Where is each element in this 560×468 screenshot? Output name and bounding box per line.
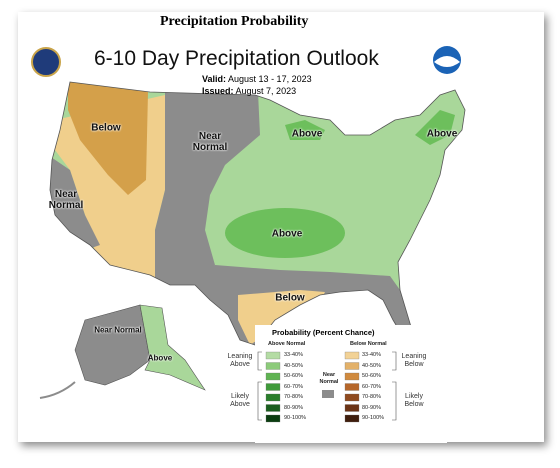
legend-swatch bbox=[265, 351, 281, 360]
legend-bin-label: 50-60% bbox=[284, 373, 303, 379]
region-label: Near Normal bbox=[192, 131, 228, 153]
legend-near-label: Near Normal bbox=[319, 372, 339, 385]
doc-logo bbox=[31, 47, 61, 77]
legend-group-label: Leaning Below bbox=[401, 353, 427, 368]
region-label: Near Normal bbox=[94, 325, 142, 335]
legend-swatch bbox=[344, 383, 360, 391]
legend-swatch bbox=[344, 393, 360, 402]
legend-swatch bbox=[265, 383, 281, 391]
legend-swatch bbox=[265, 362, 281, 370]
legend-heading: Above Normal bbox=[268, 341, 306, 347]
legend-bin-label: 50-60% bbox=[362, 373, 381, 379]
issued-line: Issued: August 7, 2023 bbox=[202, 86, 296, 96]
legend-group-label: Likely Above bbox=[230, 393, 250, 408]
legend-bin-label: 40-50% bbox=[284, 362, 303, 369]
region-label: Above bbox=[147, 353, 173, 363]
legend-swatch bbox=[344, 404, 360, 412]
legend-swatch bbox=[265, 414, 281, 423]
legend-swatch bbox=[344, 351, 360, 360]
page-title: Precipitation Probability bbox=[160, 14, 309, 29]
issued-label: Issued: bbox=[202, 86, 234, 96]
valid-dates: August 13 - 17, 2023 bbox=[228, 74, 312, 84]
legend-title: Probability (Percent Chance) bbox=[272, 328, 375, 337]
legend-swatch bbox=[344, 362, 360, 370]
legend-swatch bbox=[265, 372, 281, 381]
alaska-near bbox=[74, 304, 151, 386]
alaska-above bbox=[139, 304, 206, 391]
legend-bin-label: 40-50% bbox=[362, 362, 381, 369]
legend-bin-label: 80-90% bbox=[284, 404, 303, 411]
region-label: Above bbox=[426, 128, 458, 140]
legend-group-label: Likely Below bbox=[404, 393, 424, 408]
region-label: Above bbox=[271, 228, 303, 240]
legend-swatch bbox=[344, 372, 360, 381]
map-title: 6-10 Day Precipitation Outlook bbox=[94, 47, 379, 70]
legend-group-label: Leaning Above bbox=[227, 353, 253, 368]
legend-bin-label: 60-70% bbox=[362, 383, 381, 390]
issued-date: August 7, 2023 bbox=[235, 86, 297, 96]
legend-swatch bbox=[344, 414, 360, 423]
legend-bin-label: 70-80% bbox=[284, 394, 303, 400]
legend-bracket bbox=[257, 351, 397, 421]
legend-bin-label: 90-100% bbox=[362, 415, 385, 421]
legend-heading: Below Normal bbox=[350, 341, 387, 347]
legend-bin-label: 80-90% bbox=[362, 404, 381, 411]
valid-label: Valid: bbox=[202, 74, 227, 84]
region-label: Above bbox=[291, 128, 323, 140]
legend-bin-label: 60-70% bbox=[284, 383, 303, 390]
legend-swatch bbox=[265, 393, 281, 402]
noaa-bird bbox=[434, 56, 460, 67]
region-label: Below bbox=[275, 292, 305, 304]
legend-bin-label: 90-100% bbox=[284, 415, 307, 421]
valid-line: Valid: August 13 - 17, 2023 bbox=[202, 74, 312, 84]
region-label: Near Normal bbox=[48, 189, 84, 211]
legend-bin-label: 33-40% bbox=[284, 352, 303, 358]
legend-bin-label: 33-40% bbox=[362, 352, 381, 358]
legend-bin-label: 70-80% bbox=[362, 394, 381, 400]
legend-swatch bbox=[265, 404, 281, 412]
region-label: Below bbox=[91, 122, 121, 134]
aleutians bbox=[39, 381, 76, 399]
legend-swatch bbox=[322, 390, 334, 398]
